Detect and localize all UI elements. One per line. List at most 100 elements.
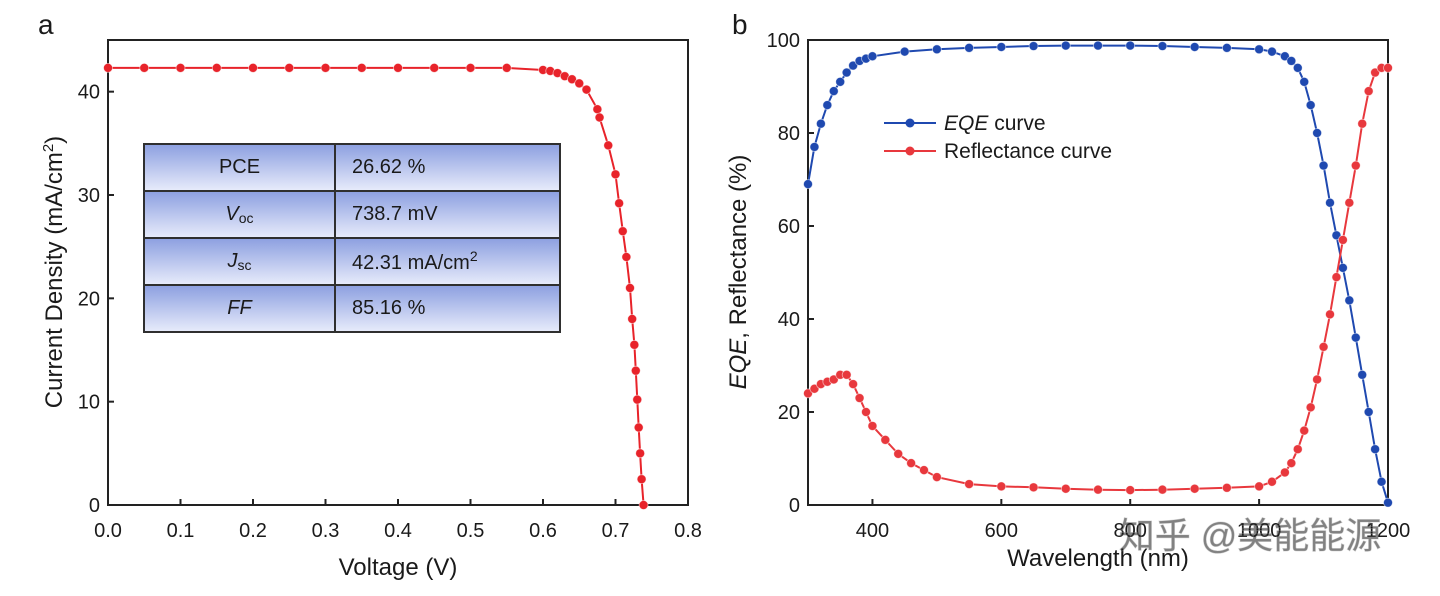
jv-point <box>103 63 113 73</box>
x-tick-label: 0.3 <box>312 520 340 542</box>
jv-point <box>621 252 632 262</box>
reflectance-point <box>1093 484 1103 495</box>
reflectance-point <box>996 481 1007 492</box>
reflectance-line <box>807 66 1388 492</box>
x-tick-label: 0.0 <box>94 520 122 542</box>
eqe-point <box>899 46 910 57</box>
eqe-point <box>841 67 852 78</box>
eqe-point <box>1221 43 1232 53</box>
metric-value-ff: 85.16 % <box>334 284 561 333</box>
eqe-point <box>1028 41 1039 51</box>
eqe-point <box>822 100 833 110</box>
metric-name-ff: FF <box>143 284 336 333</box>
eqe-point <box>1189 42 1200 52</box>
y-tick-label: 20 <box>778 402 800 424</box>
reflectance-point <box>1363 86 1374 97</box>
y-tick-label: 30 <box>78 185 100 207</box>
eqe-point <box>1267 46 1277 57</box>
reflectance-point <box>1267 476 1277 487</box>
jv-point <box>603 140 614 151</box>
jv-point <box>139 63 150 73</box>
panel-a-y-axis-label-end: ) <box>41 136 68 144</box>
legend-eqe-label-italic: EQE <box>944 112 989 135</box>
table-row: Voc 738.7 mV <box>143 190 561 239</box>
jv-point <box>625 283 635 293</box>
eqe-point <box>1254 44 1265 55</box>
panel-b-y-ticks: 0 20 40 60 80 100 <box>767 30 814 517</box>
metric-name-pce: PCE <box>143 143 336 192</box>
reflectance-point <box>1350 160 1361 171</box>
metric-name-jsc-sub: sc <box>237 257 252 273</box>
jv-point <box>594 112 605 123</box>
panel-a-y-ticks: 0 10 20 30 40 <box>78 82 114 517</box>
eqe-point <box>1318 160 1329 171</box>
panel-b-eqe-series <box>803 40 1393 508</box>
eqe-point <box>1357 369 1368 380</box>
table-row: FF 85.16 % <box>143 284 561 333</box>
metric-value-jsc: 42.31 mA/cm2 <box>334 237 561 286</box>
jv-point <box>175 63 186 73</box>
x-tick-label: 800 <box>1114 520 1147 542</box>
jv-point <box>636 474 647 485</box>
eqe-point <box>1305 100 1316 110</box>
y-tick-label: 60 <box>778 216 800 238</box>
reflectance-point <box>919 465 929 476</box>
jv-point <box>581 84 592 95</box>
eqe-point <box>828 86 839 97</box>
reflectance-point <box>1279 467 1290 478</box>
eqe-point <box>1157 41 1168 51</box>
eqe-point <box>1376 476 1387 487</box>
panel-b-reflectance-series <box>803 63 1393 496</box>
jv-point <box>211 63 222 73</box>
legend-eqe-label-rest: curve <box>988 112 1045 135</box>
x-tick-label: 0.2 <box>239 520 267 542</box>
metric-value-jsc-sup: 2 <box>469 248 478 264</box>
eqe-point <box>996 42 1007 52</box>
metric-name-voc: Voc <box>143 190 336 239</box>
reflectance-point <box>1357 118 1368 129</box>
reflectance-point <box>1344 197 1355 208</box>
panel-a-label: a <box>38 9 54 40</box>
y-tick-label: 0 <box>89 495 100 517</box>
metric-name-voc-sub: oc <box>238 210 254 226</box>
reflectance-point <box>1286 458 1297 469</box>
reflectance-point <box>1312 374 1323 385</box>
eqe-point <box>1344 295 1355 306</box>
panel-b-label: b <box>732 9 748 40</box>
reflectance-point <box>1383 63 1393 73</box>
eqe-point <box>1370 444 1381 455</box>
reflectance-point <box>854 393 865 403</box>
eqe-point <box>1325 197 1335 208</box>
eqe-point <box>835 76 846 87</box>
x-tick-label: 1000 <box>1237 520 1282 542</box>
jv-point <box>592 104 603 115</box>
table-row: PCE 26.62 % <box>143 143 561 192</box>
jv-point <box>248 63 258 73</box>
metric-value-jsc-main: 42.31 mA/cm <box>352 252 470 274</box>
jv-point <box>356 63 367 73</box>
eqe-point <box>815 118 826 129</box>
panel-b-plot-frame <box>807 39 1389 506</box>
metric-name-voc-main: V <box>225 203 239 225</box>
metric-value-pce: 26.62 % <box>334 143 561 192</box>
eqe-point <box>1125 40 1136 51</box>
x-tick-label: 0.6 <box>529 520 557 542</box>
y-tick-label: 100 <box>767 30 800 52</box>
jv-point <box>630 365 641 376</box>
y-tick-label: 20 <box>78 288 100 310</box>
panel-a-x-axis-label: Voltage (V) <box>339 554 458 581</box>
panel-b-x-ticks: 400 600 800 1000 1200 <box>856 499 1410 542</box>
eqe-point <box>867 51 878 62</box>
watermark: 知乎 @美能能源 <box>1119 515 1382 556</box>
x-tick-label: 0.1 <box>167 520 195 542</box>
legend-reflectance-label: Reflectance curve <box>944 140 1112 163</box>
metric-name-ff-main: FF <box>227 297 252 319</box>
metrics-table: PCE 26.62 % Voc 738.7 mV Jsc 42.31 mA/cm… <box>143 143 561 333</box>
panel-b-legend: EQE curve Reflectance curve <box>884 112 1112 163</box>
jv-point <box>632 394 643 405</box>
y-tick-label: 40 <box>778 309 800 331</box>
jv-point <box>429 63 440 73</box>
y-tick-label: 40 <box>78 82 100 104</box>
eqe-point <box>964 43 975 53</box>
